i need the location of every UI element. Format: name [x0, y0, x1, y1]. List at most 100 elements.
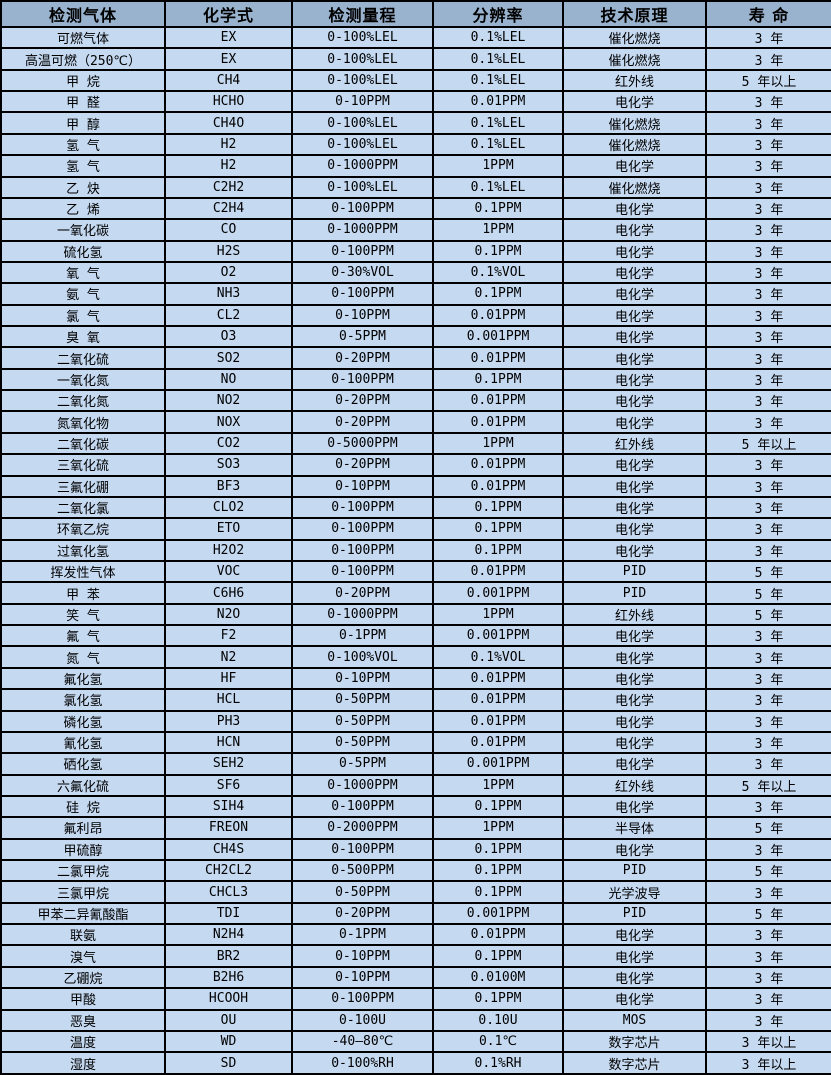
- table-cell: 电化学: [562, 666, 707, 691]
- table-cell: SF6: [164, 773, 293, 797]
- table-cell: 甲酸: [0, 987, 166, 1011]
- table-cell: 三氟化硼: [0, 474, 166, 498]
- table-cell: 0-1000PPM: [291, 773, 434, 797]
- table-cell: 3 年: [705, 410, 831, 434]
- table-cell: 乙硼烷: [0, 965, 166, 990]
- table-row: 硒化氢 SEH2 0-5PPM 0.001PPM 电化学 3 年: [0, 752, 831, 776]
- table-cell: 催化燃烧: [562, 175, 707, 199]
- table-cell: SO3: [164, 453, 293, 477]
- table-cell: 0-10PPM: [291, 666, 434, 691]
- table-row: 甲 醇 CH4O 0-100%LEL 0.1%LEL 催化燃烧 3 年: [0, 111, 831, 135]
- table-cell: EX: [164, 25, 293, 50]
- table-cell: PID: [562, 581, 707, 605]
- table-cell: 电化学: [562, 794, 707, 819]
- table-cell: 3 年: [705, 282, 831, 306]
- table-cell: 催化燃烧: [562, 25, 707, 50]
- table-cell: 二氯甲烷: [0, 858, 166, 883]
- table-cell: 5 年以上: [705, 68, 831, 93]
- table-cell: 0-100%LEL: [291, 111, 434, 135]
- table-cell: 氮氧化物: [0, 410, 166, 434]
- table-cell: WD: [164, 1029, 293, 1054]
- table-cell: 3 年: [705, 47, 831, 71]
- table-cell: 1PPM: [432, 816, 564, 840]
- table-cell: 0.1PPM: [432, 858, 564, 883]
- table-cell: 0.01PPM: [432, 303, 564, 328]
- table-cell: 催化燃烧: [562, 47, 707, 71]
- table-cell: 二氧化氮: [0, 389, 166, 413]
- table-cell: 1PPM: [432, 602, 564, 627]
- table-cell: 0.01PPM: [432, 559, 564, 584]
- table-cell: 一氧化碳: [0, 218, 166, 242]
- table-cell: 0-20PPM: [291, 453, 434, 477]
- table-cell: 0.1PPM: [432, 196, 564, 221]
- table-cell: NH3: [164, 282, 293, 306]
- table-cell: 3 年: [705, 25, 831, 50]
- table-cell: 0-5PPM: [291, 325, 434, 349]
- column-header-range: 检测量程: [291, 0, 434, 28]
- table-cell: 0.1%LEL: [432, 25, 564, 50]
- table-cell: 电化学: [562, 730, 707, 755]
- table-cell: 0-500PPM: [291, 858, 434, 883]
- table-cell: 0-50PPM: [291, 880, 434, 904]
- table-cell: 5 年: [705, 602, 831, 627]
- table-row: 恶臭 OU 0-100U 0.10U MOS 3 年: [0, 1008, 831, 1032]
- table-cell: HCL: [164, 688, 293, 712]
- table-cell: CLO2: [164, 495, 293, 520]
- table-cell: 0-100PPM: [291, 517, 434, 541]
- table-cell: 0-20PPM: [291, 346, 434, 370]
- table-cell: 甲苯二异氰酸酯: [0, 901, 166, 926]
- table-row: 氮 气 N2 0-100%VOL 0.1%VOL 电化学 3 年: [0, 645, 831, 669]
- table-cell: 0-50PPM: [291, 709, 434, 733]
- table-cell: ETO: [164, 517, 293, 541]
- table-row: 三氯甲烷 CHCL3 0-50PPM 0.1PPM 光学波导 3 年: [0, 880, 831, 904]
- table-cell: 电化学: [562, 944, 707, 968]
- table-cell: 一氧化氮: [0, 367, 166, 392]
- table-cell: 3 年: [705, 965, 831, 990]
- table-cell: 氯化氢: [0, 688, 166, 712]
- table-cell: CH4O: [164, 111, 293, 135]
- table-cell: 催化燃烧: [562, 132, 707, 157]
- table-cell: H2: [164, 154, 293, 178]
- table-cell: SIH4: [164, 794, 293, 819]
- table-cell: 二氧化碳: [0, 431, 166, 456]
- table-cell: 甲硫醇: [0, 837, 166, 862]
- table-cell: -40—80℃: [291, 1029, 434, 1054]
- table-cell: 3 年: [705, 495, 831, 520]
- table-cell: PID: [562, 858, 707, 883]
- table-cell: CH2CL2: [164, 858, 293, 883]
- table-row: 氨 气 NH3 0-100PPM 0.1PPM 电化学 3 年: [0, 282, 831, 306]
- table-cell: N2O: [164, 602, 293, 627]
- table-cell: 3 年: [705, 624, 831, 648]
- table-cell: 臭 氧: [0, 325, 166, 349]
- table-cell: 电化学: [562, 645, 707, 669]
- column-header-lifespan: 寿 命: [705, 0, 831, 28]
- table-cell: 电化学: [562, 346, 707, 370]
- table-cell: 3 年: [705, 218, 831, 242]
- table-row: 乙 炔 C2H2 0-100%LEL 0.1%LEL 催化燃烧 3 年: [0, 175, 831, 199]
- table-cell: BF3: [164, 474, 293, 498]
- table-row: 甲苯二异氰酸酯 TDI 0-20PPM 0.001PPM PID 5 年: [0, 901, 831, 926]
- table-cell: 0-30%VOL: [291, 260, 434, 285]
- table-cell: 0-100%LEL: [291, 132, 434, 157]
- table-cell: 0-100PPM: [291, 239, 434, 263]
- table-cell: 数字芯片: [562, 1029, 707, 1054]
- table-cell: 0.1%LEL: [432, 111, 564, 135]
- table-cell: 0-100PPM: [291, 559, 434, 584]
- table-cell: N2: [164, 645, 293, 669]
- table-cell: 0.01PPM: [432, 923, 564, 947]
- table-row: 六氟化硫 SF6 0-1000PPM 1PPM 红外线 5 年以上: [0, 773, 831, 797]
- table-cell: 1PPM: [432, 218, 564, 242]
- table-cell: 甲 苯: [0, 581, 166, 605]
- table-cell: 3 年: [705, 90, 831, 114]
- table-cell: 0.01PPM: [432, 410, 564, 434]
- table-cell: 催化燃烧: [562, 111, 707, 135]
- table-cell: FREON: [164, 816, 293, 840]
- table-row: 氰化氢 HCN 0-50PPM 0.01PPM 电化学 3 年: [0, 730, 831, 755]
- table-cell: 3 年: [705, 239, 831, 263]
- table-cell: 0-10PPM: [291, 944, 434, 968]
- table-cell: 0-100PPM: [291, 495, 434, 520]
- table-cell: 0.1PPM: [432, 239, 564, 263]
- table-cell: 电化学: [562, 410, 707, 434]
- table-cell: 电化学: [562, 923, 707, 947]
- table-cell: 二氧化硫: [0, 346, 166, 370]
